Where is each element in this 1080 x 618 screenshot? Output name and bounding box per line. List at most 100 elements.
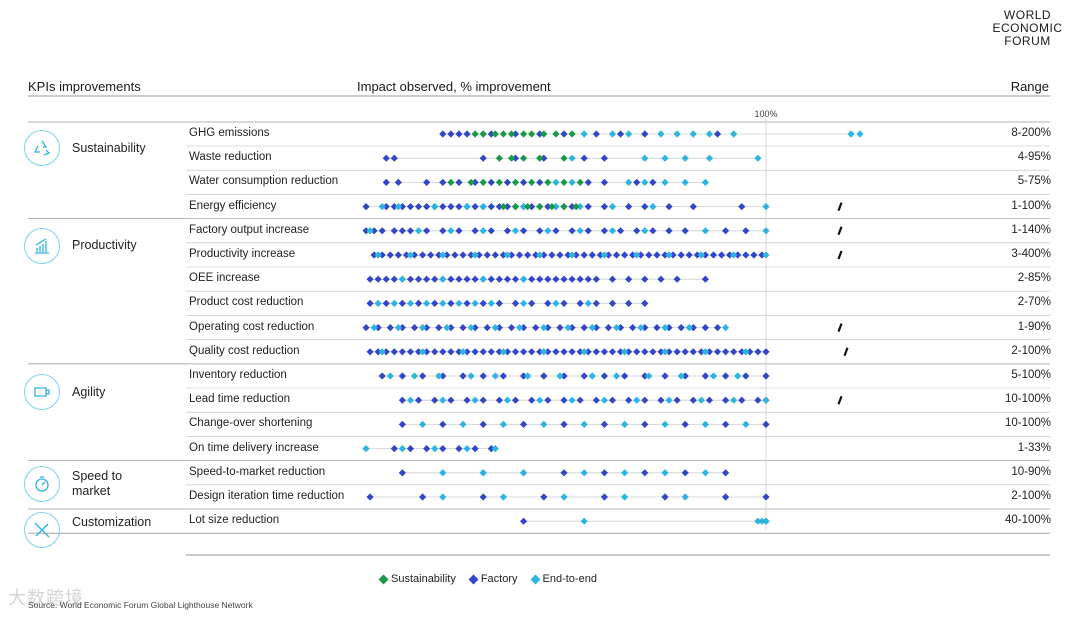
factory-point <box>556 251 564 259</box>
e2e-point <box>621 420 629 428</box>
factory-point <box>366 348 374 356</box>
factory-point <box>592 299 600 307</box>
legend: Sustainability Factory End-to-end <box>378 573 597 585</box>
factory-point <box>483 324 491 332</box>
factory-point <box>625 348 633 356</box>
factory-point <box>600 154 608 162</box>
e2e-point <box>722 324 730 332</box>
factory-point <box>455 227 463 235</box>
wef-logo: WORLD ECONOMIC FORUM <box>980 9 1075 48</box>
factory-point <box>394 178 402 186</box>
sustainability-point <box>524 203 532 211</box>
factory-point <box>390 154 398 162</box>
e2e-point <box>637 324 645 332</box>
range-value: 1-100% <box>1011 199 1051 212</box>
e2e-point <box>419 420 427 428</box>
e2e-point <box>705 130 714 138</box>
factory-point <box>374 348 382 356</box>
factory-point <box>382 154 390 162</box>
factory-point <box>722 420 730 428</box>
factory-point <box>661 493 669 501</box>
e2e-point <box>701 227 709 235</box>
factory-point <box>479 420 487 428</box>
e2e-point <box>463 445 471 453</box>
factory-point <box>742 227 750 235</box>
e2e-point <box>612 372 621 380</box>
group-speed-to-market: Speed to market <box>72 469 122 499</box>
factory-point <box>693 251 701 259</box>
factory-point <box>479 154 487 162</box>
e2e-point <box>491 324 499 332</box>
header-range: Range <box>1010 79 1049 94</box>
factory-point <box>398 227 406 235</box>
e2e-point <box>499 493 507 501</box>
factory-point <box>471 445 479 453</box>
factory-point <box>689 203 697 211</box>
factory-point <box>479 396 487 404</box>
header-impact: Impact observed, % improvement <box>357 79 551 94</box>
factory-point <box>471 275 479 283</box>
factory-point <box>528 396 536 404</box>
factory-point <box>762 348 770 356</box>
factory-point <box>669 251 677 259</box>
factory-point <box>495 348 503 356</box>
factory-point <box>544 203 552 211</box>
e2e-point <box>423 299 431 307</box>
factory-point <box>382 178 390 186</box>
factory-point <box>487 445 495 453</box>
sustainability-point <box>536 154 544 162</box>
legend-sustainability-marker <box>378 574 389 584</box>
factory-point <box>406 275 415 283</box>
factory-point <box>608 299 617 307</box>
kpi-label: Factory output increase <box>189 223 310 236</box>
factory-point <box>568 348 576 356</box>
sustainability-point <box>499 130 507 138</box>
factory-point <box>754 396 762 404</box>
sustainability-point <box>544 178 552 186</box>
factory-point <box>754 348 762 356</box>
e2e-point <box>491 372 499 380</box>
factory-point <box>536 275 544 283</box>
factory-point <box>459 372 467 380</box>
e2e-point <box>588 372 596 380</box>
factory-point <box>556 324 564 332</box>
e2e-point <box>584 299 592 307</box>
factory-point <box>625 203 633 211</box>
e2e-point <box>625 178 633 186</box>
range-value: 3-400% <box>1011 248 1051 260</box>
factory-point <box>423 203 431 211</box>
sustainability-point <box>491 130 499 138</box>
logo-line-3: FORUM <box>1004 34 1051 48</box>
factory-point <box>681 469 689 477</box>
factory-point <box>511 130 520 138</box>
group-speed-line-2: market <box>72 484 111 498</box>
e2e-point <box>439 396 447 404</box>
factory-point <box>709 251 718 259</box>
e2e-point <box>633 251 641 259</box>
e2e-point <box>730 130 738 138</box>
e2e-point <box>665 396 673 404</box>
e2e-point <box>398 275 406 283</box>
e2e-point <box>608 130 617 138</box>
sustainability-point <box>536 203 544 211</box>
e2e-point <box>515 324 524 332</box>
e2e-point <box>568 251 576 259</box>
factory-point <box>584 348 592 356</box>
factory-point <box>495 275 503 283</box>
factory-point <box>665 227 673 235</box>
e2e-point <box>608 227 617 235</box>
factory-point <box>515 251 524 259</box>
kpi-label: Product cost reduction <box>189 296 304 309</box>
factory-point <box>459 251 467 259</box>
sustainability-point <box>499 203 507 211</box>
sustainability-point <box>507 154 516 162</box>
factory-point <box>479 372 487 380</box>
kpi-label: Design iteration time reduction <box>189 490 345 502</box>
factory-point <box>673 348 681 356</box>
e2e-point <box>443 324 451 332</box>
factory-point <box>742 251 750 259</box>
factory-point <box>576 275 584 283</box>
factory-point <box>479 493 487 501</box>
factory-point <box>528 275 536 283</box>
e2e-point <box>439 469 447 477</box>
